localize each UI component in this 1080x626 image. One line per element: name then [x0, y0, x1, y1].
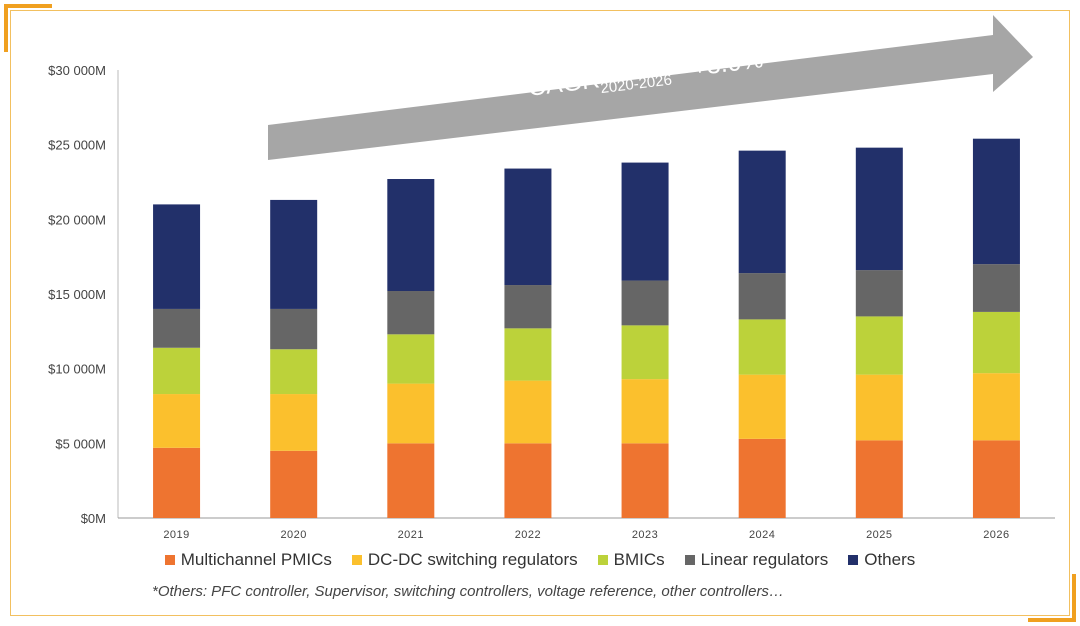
bar-segment — [738, 374, 786, 439]
bar-segment — [387, 291, 435, 335]
bar-segment — [738, 150, 786, 274]
y-tick-label: $30 000M — [48, 63, 106, 78]
bar-segment — [621, 162, 669, 281]
x-tick-label: 2024 — [749, 529, 775, 541]
footnote: *Others: PFC controller, Supervisor, swi… — [152, 583, 784, 600]
legend-item: BMICs — [597, 550, 665, 570]
y-tick-label: $20 000M — [48, 212, 106, 227]
x-tick-label: 2022 — [515, 529, 541, 541]
x-tick-label: 2025 — [866, 529, 892, 541]
y-axis-ticks: $0M $5 000M $10 000M $15 000M $20 000M $25 00… — [48, 63, 106, 526]
legend-item: Others — [848, 550, 915, 570]
x-tick-label: 2020 — [280, 529, 306, 541]
bar-segment — [738, 319, 786, 375]
cagr-arrow — [268, 15, 1033, 160]
legend-label: Others — [864, 550, 916, 569]
bar-segment — [621, 379, 669, 444]
legend-swatch — [684, 555, 695, 565]
y-tick-label: $10 000M — [48, 362, 106, 377]
bar-segment — [270, 199, 318, 309]
legend-item: DC-DC switching regulators — [351, 550, 578, 570]
legend-label: Linear regulators — [700, 550, 829, 569]
legend-swatch — [164, 555, 175, 565]
bar-segment — [855, 270, 903, 317]
bar-segment — [972, 311, 1020, 374]
bar-segment — [387, 334, 435, 384]
y-tick-label: $0M — [81, 511, 106, 526]
legend-label: BMICs — [613, 550, 665, 569]
bar-segment — [153, 447, 201, 518]
x-tick-label: 2021 — [398, 529, 424, 541]
legend-label: DC-DC switching regulators — [367, 550, 578, 569]
bar-segment — [738, 273, 786, 320]
legend-swatch — [597, 555, 608, 565]
bar-segment — [504, 285, 552, 329]
bar-segment — [153, 204, 201, 309]
bars — [153, 138, 1020, 518]
legend: Multichannel PMICs DC-DC switching regula… — [0, 550, 1080, 570]
bar-segment — [387, 179, 435, 292]
bar-segment — [153, 308, 201, 348]
corner-accent-bottom-right — [1028, 574, 1076, 622]
bar-segment — [270, 349, 318, 395]
bar-segment — [153, 347, 201, 395]
bar-segment — [855, 147, 903, 271]
bar-segment — [504, 443, 552, 518]
bar-segment — [855, 316, 903, 375]
x-tick-label: 2026 — [983, 529, 1009, 541]
y-tick-label: $15 000M — [48, 287, 106, 302]
bar-segment — [621, 280, 669, 326]
y-tick-label: $25 000M — [48, 138, 106, 153]
bar-segment — [270, 450, 318, 518]
bar-segment — [972, 373, 1020, 441]
bar-segment — [153, 394, 201, 448]
cagr-arrow-shape — [268, 15, 1033, 160]
bar-segment — [738, 438, 786, 518]
bar-segment — [855, 440, 903, 518]
legend-item: Multichannel PMICs — [164, 550, 332, 570]
bar-segment — [972, 138, 1020, 265]
bar-segment — [504, 328, 552, 381]
bar-segment — [504, 380, 552, 444]
legend-swatch — [848, 555, 859, 565]
bar-segment — [387, 443, 435, 518]
y-tick-label: $5 000M — [55, 436, 106, 451]
bar-segment — [855, 374, 903, 441]
bar-segment — [621, 443, 669, 518]
legend-item: Linear regulators — [684, 550, 829, 570]
legend-swatch — [351, 555, 362, 565]
bar-segment — [387, 383, 435, 444]
legend-label: Multichannel PMICs — [180, 550, 332, 569]
bar-segment — [270, 394, 318, 451]
bar-segment — [270, 308, 318, 350]
bar-segment — [972, 440, 1020, 518]
bar-segment — [621, 325, 669, 380]
bar-segment — [504, 168, 552, 286]
x-axis-ticks: 2019 2020 2021 2022 2023 2024 2025 2026 — [163, 529, 1009, 541]
x-tick-label: 2023 — [632, 529, 658, 541]
corner-accent-top-left — [4, 4, 52, 52]
bar-segment — [972, 264, 1020, 312]
x-tick-label: 2019 — [163, 529, 189, 541]
